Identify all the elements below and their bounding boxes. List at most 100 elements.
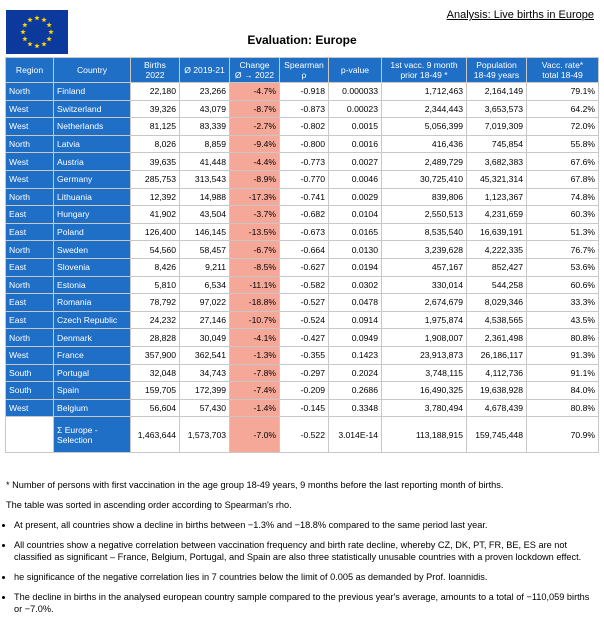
row: East Romania 78,792 97,022 -18.8% -0.527 0.047… (5, 293, 599, 312)
cell: 0.0104 (328, 205, 382, 224)
cell: -0.770 (279, 169, 329, 189)
header-text: prior 18-49 * (400, 70, 448, 80)
cell: 33.3% (526, 293, 599, 312)
cell: -0.209 (279, 381, 329, 400)
cell: -18.8% (229, 293, 280, 312)
cell: -0.145 (279, 398, 329, 418)
cell: 0.0029 (328, 187, 382, 207)
cell: 285,753 (130, 169, 180, 189)
cell: 22,180 (130, 82, 180, 101)
cell: 60.3% (526, 205, 599, 224)
cell: 0.0302 (328, 275, 382, 295)
cell: 56,604 (130, 398, 180, 418)
total-cell: 159,745,448 (466, 416, 527, 454)
total-cell: -7.0% (229, 416, 280, 454)
cell: 54,560 (130, 240, 180, 259)
cell: -4.1% (229, 328, 280, 347)
cell: 23,913,873 (381, 345, 467, 365)
cell: -7.8% (229, 363, 280, 383)
cell: West (5, 345, 54, 365)
cell: 41,902 (130, 205, 180, 224)
header-text: Ø → 2022 (234, 70, 275, 80)
cell: 67.6% (526, 152, 599, 171)
star (27, 17, 33, 23)
cell: Poland (53, 222, 131, 242)
cell: France (53, 345, 131, 365)
row: West Austria 39,635 41,448 -4.4% -0.773 0.0027… (5, 152, 599, 171)
cell: -0.627 (279, 257, 329, 277)
cell: 4,231,659 (466, 205, 527, 224)
cell: 1,123,367 (466, 187, 527, 207)
cell: East (5, 293, 54, 312)
cell: South (5, 363, 54, 383)
star (48, 29, 54, 35)
cell: -13.5% (229, 222, 280, 242)
cell: 76.7% (526, 240, 599, 259)
cell: 67.8% (526, 169, 599, 189)
cell: -0.873 (279, 99, 329, 119)
cell: 159,705 (130, 381, 180, 400)
header-text: 18-49 years (473, 70, 520, 80)
cell: 0.000033 (328, 82, 382, 101)
cell: -0.673 (279, 222, 329, 242)
cell: North (5, 275, 54, 295)
header-cell: p-value (328, 57, 382, 83)
header-cell: Vacc. rate* total 18-49 (526, 57, 599, 83)
cell: 81,125 (130, 117, 180, 136)
cell: 64.2% (526, 99, 599, 119)
cell: Netherlands (53, 117, 131, 136)
star (20, 29, 26, 35)
row: West Switzerland 39,326 43,079 -8.7% -0.873 0.… (5, 99, 599, 119)
cell: 0.0914 (328, 310, 382, 330)
cell: 3,653,573 (466, 99, 527, 119)
cell: 146,145 (179, 222, 230, 242)
cell: -3.7% (229, 205, 280, 224)
cell: -10.7% (229, 310, 280, 330)
data-table: Region Country Births 2022 Ø 2019-21 Change Ø … (5, 57, 599, 454)
cell: 14,988 (179, 187, 230, 207)
row: West Germany 285,753 313,543 -8.9% -0.770 0.00… (5, 169, 599, 189)
header-text: Ø 2019-21 (184, 65, 225, 75)
header-text: Vacc. rate* (541, 60, 584, 70)
cell: 24,232 (130, 310, 180, 330)
header-cell: 1st vacc. 9 month prior 18-49 * (381, 57, 467, 83)
cell: 91.1% (526, 363, 599, 383)
cell: -1.3% (229, 345, 280, 365)
row: South Spain 159,705 172,399 -7.4% -0.209 0.268… (5, 381, 599, 400)
cell: 55.8% (526, 134, 599, 154)
header-text: total 18-49 (542, 70, 583, 80)
cell: 852,427 (466, 257, 527, 277)
star (34, 43, 40, 49)
cell: Finland (53, 82, 131, 101)
cell: 80.8% (526, 398, 599, 418)
cell: West (5, 169, 54, 189)
header-text: Country (76, 65, 108, 75)
row: East Slovenia 8,426 9,211 -8.5% -0.627 0.0194 4… (5, 257, 599, 277)
cell: North (5, 82, 54, 101)
cell: -17.3% (229, 187, 280, 207)
note: The table was sorted in ascending order … (6, 500, 292, 510)
cell: -0.527 (279, 293, 329, 312)
cell: 43.5% (526, 310, 599, 330)
cell: 57,430 (179, 398, 230, 418)
header-text: Spearman (284, 60, 324, 70)
cell: Hungary (53, 205, 131, 224)
cell: 7,019,309 (466, 117, 527, 136)
title: Evaluation: Europe (247, 33, 357, 47)
cell: -0.582 (279, 275, 329, 295)
cell: Denmark (53, 328, 131, 347)
cell: 0.0949 (328, 328, 382, 347)
cell: North (5, 328, 54, 347)
cell: Estonia (53, 275, 131, 295)
row: East Poland 126,400 146,145 -13.5% -0.673 0.01… (5, 222, 599, 242)
cell: -0.773 (279, 152, 329, 171)
cell: 0.0016 (328, 134, 382, 154)
total-row: Σ Europe - Selection 1,463,644 1,573,703 -7… (5, 416, 599, 454)
cell: 1,712,463 (381, 82, 467, 101)
cell: 74.8% (526, 187, 599, 207)
cell: -0.427 (279, 328, 329, 347)
cell: 2,361,498 (466, 328, 527, 347)
cell: -4.7% (229, 82, 280, 101)
cell: 4,112,736 (466, 363, 527, 383)
